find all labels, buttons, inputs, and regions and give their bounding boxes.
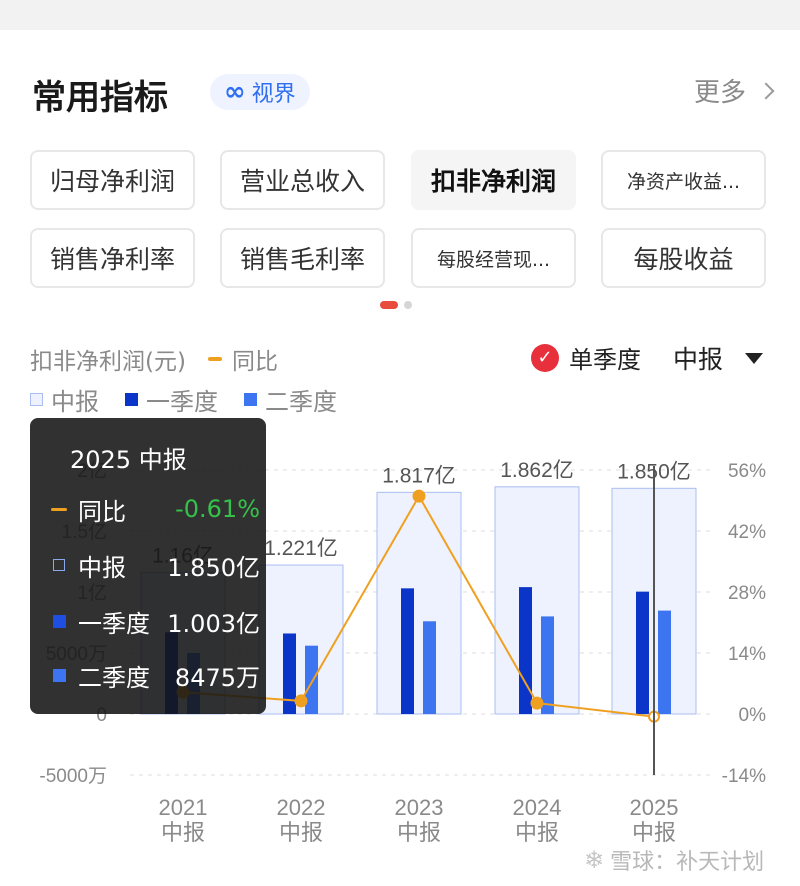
yoy-point [412,489,426,503]
infinity-icon: ∞ [224,77,246,107]
x-tick-label: 中报 [632,820,676,845]
x-tick-label: 2022 [277,795,326,820]
single-quarter-label: 单季度 [569,346,641,374]
yoy-label: 同比 [231,349,278,375]
y-left-tick-label: -5000万 [39,766,107,787]
legend-swatch-q2 [244,393,257,406]
legend-item-q1[interactable]: 一季度 [125,382,218,417]
yoy-line-marker [207,357,222,361]
bar-q1 [636,591,649,714]
bar-half [494,486,580,715]
half-marker [53,559,65,571]
page-indicator [380,301,412,309]
x-tick-label: 中报 [161,820,205,845]
x-tick-label: 2023 [395,795,444,820]
bar-half [258,564,344,715]
chart-heading: 扣非净利润(元) 同比 [30,342,278,376]
bar-q1 [283,633,296,714]
x-tick-label: 中报 [397,820,441,845]
chevron-right-icon [757,82,775,99]
bar-half [376,491,462,715]
legend-swatch-half [30,393,43,406]
y-right-tick-label: 42% [728,522,766,543]
metric-button[interactable]: 销售毛利率 [220,228,385,288]
triangle-down-icon [745,352,764,364]
y-left-tick-label: 0 [96,705,107,726]
tooltip-value: -0.61% [175,495,260,523]
x-tick-label: 中报 [515,820,559,845]
y-right-tick-label: 0% [739,705,767,726]
q2-marker [52,668,66,682]
vision-label: 视界 [251,82,296,107]
single-quarter-toggle[interactable]: ✓ 单季度 [531,340,641,375]
bar-q2 [305,645,318,714]
legend-label-half: 中报 [51,388,99,416]
metric-button[interactable]: 营业总收入 [220,150,385,210]
data-label-half: 1.221亿 [264,537,338,560]
watermark: ❄ 雪球：补天计划 [584,844,764,876]
tooltip-row-q2: 二季度 8475万 [48,660,260,692]
metric-button[interactable]: 销售净利率 [30,228,195,288]
period-dropdown[interactable]: 中报 [673,340,764,376]
tooltip-label: 二季度 [78,663,150,692]
bar-q1 [401,588,414,714]
tooltip-label: 同比 [78,497,126,526]
snowflake-icon: ❄ [584,846,605,874]
x-tick-label: 2021 [159,795,208,820]
metric-button[interactable]: 每股经营现... [411,228,576,288]
legend-item-q2[interactable]: 二季度 [244,382,337,417]
tooltip-value: 8475万 [174,663,260,692]
metric-unit-label: 扣非净利润(元) [30,349,186,375]
legend-label-q2: 二季度 [265,388,337,416]
legend-label-q1: 一季度 [146,388,218,416]
yoy-point [294,694,308,708]
q1-marker [52,614,66,628]
yoy-marker [51,507,67,511]
data-label-half: 1.862亿 [500,459,574,482]
tooltip-row-q1: 一季度 1.003亿 [48,606,260,638]
tooltip-row-half: 中报 1.850亿 [48,550,260,582]
page-dot [404,301,412,309]
page-dot-active [380,301,398,309]
tooltip-label: 一季度 [78,609,150,638]
data-label-half: 1.817亿 [382,464,456,487]
x-tick-label: 2025 [630,795,679,820]
vision-button[interactable]: ∞ 视界 [210,74,310,110]
chart-tooltip: 2025 中报 同比 -0.61% 中报 1.850亿 一季度 1.003亿 二… [30,418,266,714]
period-label: 中报 [673,345,724,374]
watermark-text: 雪球：补天计划 [610,850,765,875]
more-label: 更多 [693,78,746,108]
tooltip-label: 中报 [78,553,126,582]
x-tick-label: 中报 [279,820,323,845]
check-icon: ✓ [531,343,559,372]
y-right-tick-label: 28% [728,583,766,604]
chart-svg[interactable]: -14%0%14%28%42%56%-5000万05000万1亿1.5亿2亿1.… [0,440,800,850]
y-right-tick-label: 56% [728,461,766,482]
metric-button-active[interactable]: 扣非净利润 [411,150,576,210]
legend-swatch-q1 [125,393,138,406]
metric-button[interactable]: 归母净利润 [30,150,195,210]
y-right-tick-label: -14% [722,766,766,787]
tooltip-value: 1.850亿 [167,553,260,582]
x-tick-label: 2024 [513,795,562,820]
chart-legend: 中报 一季度 二季度 [30,382,363,417]
legend-item-half[interactable]: 中报 [30,382,99,417]
top-strip [0,0,800,30]
metric-button[interactable]: 净资产收益... [601,150,766,210]
tooltip-title: 2025 中报 [70,446,187,474]
y-right-tick-label: 14% [728,644,766,665]
bar-q2 [658,610,671,714]
tooltip-row-yoy: 同比 -0.61% [48,494,260,526]
section-header: 常用指标 ∞ 视界 更多 [0,60,800,124]
more-link[interactable]: 更多 [693,72,775,109]
bar-q1 [519,587,532,714]
bar-q2 [541,616,554,714]
metric-button[interactable]: 每股收益 [601,228,766,288]
bar-q2 [423,621,436,714]
tooltip-value: 1.003亿 [167,609,260,638]
section-title: 常用指标 [32,78,168,118]
yoy-point [530,696,544,710]
